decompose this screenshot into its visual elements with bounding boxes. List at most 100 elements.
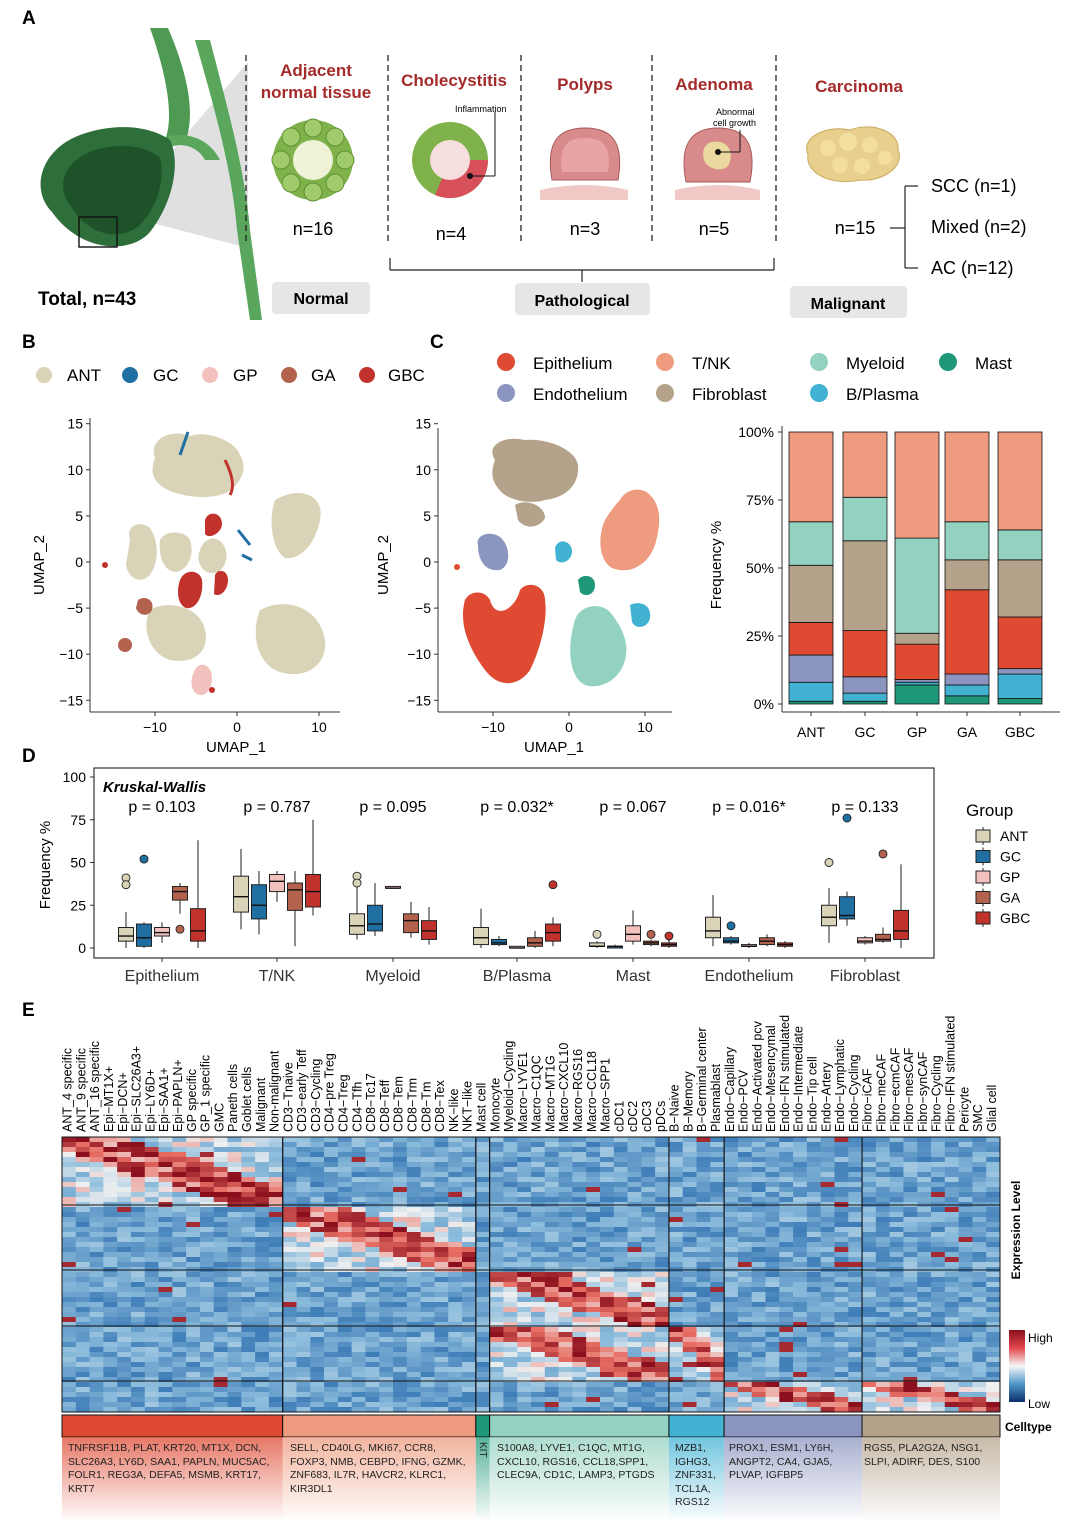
heatmap-cell: [862, 1307, 877, 1313]
heatmap-cell: [765, 1212, 780, 1218]
heatmap-cell: [627, 1287, 642, 1293]
heatmap-cell: [820, 1162, 835, 1168]
heatmap-cell: [379, 1232, 394, 1238]
heatmap-cell: [351, 1187, 366, 1193]
heatmap-cell: [655, 1207, 670, 1213]
heatmap-cell: [172, 1252, 187, 1258]
heatmap-cell: [779, 1367, 794, 1373]
heatmap-cell: [834, 1142, 849, 1148]
heatmap-cell: [75, 1357, 90, 1363]
heatmap-cell: [834, 1247, 849, 1253]
panel-d: D Kruskal-Wallis Frequency % 0255075100E…: [22, 746, 1030, 985]
heatmap-cell: [227, 1227, 242, 1233]
heatmap-cell: [503, 1407, 518, 1413]
heatmap-cell: [130, 1167, 146, 1173]
heatmap-cell: [531, 1237, 546, 1243]
heatmap-cell: [144, 1237, 159, 1243]
heatmap-cell: [710, 1367, 725, 1373]
heatmap-cell: [117, 1282, 132, 1288]
heatmap-cell: [917, 1247, 932, 1253]
heatmap-cell: [889, 1187, 904, 1193]
column-label: pDCs: [654, 1101, 668, 1132]
heatmap-cell: [199, 1382, 215, 1388]
heatmap-cell: [641, 1317, 656, 1323]
heatmap-cell: [186, 1237, 201, 1243]
heatmap-cell: [324, 1192, 339, 1198]
heatmap-cell: [227, 1177, 242, 1183]
umap-b-ylabel: UMAP_2: [31, 535, 48, 595]
heatmap-cell: [862, 1232, 877, 1238]
heatmap-cell: [406, 1282, 421, 1288]
heatmap-cell: [848, 1222, 863, 1228]
normal-tissue-illustration: [271, 118, 355, 202]
heatmap-cell: [158, 1312, 173, 1318]
heatmap-cell: [944, 1287, 959, 1293]
heatmap-cell: [641, 1347, 656, 1353]
heatmap-cell: [89, 1337, 104, 1343]
heatmap-cell: [503, 1392, 518, 1398]
heatmap-cell: [144, 1187, 159, 1193]
heatmap-cell: [875, 1207, 890, 1213]
heatmap-cell: [641, 1277, 656, 1283]
heatmap-cell: [103, 1257, 118, 1263]
heatmap-cell: [931, 1397, 946, 1403]
heatmap-cell: [158, 1387, 173, 1393]
heatmap-cell: [462, 1192, 477, 1198]
heatmap-cell: [958, 1347, 973, 1353]
heatmap-cell: [462, 1287, 477, 1293]
heatmap-cell: [710, 1242, 725, 1248]
bar-segment-mast: [894, 684, 940, 705]
heatmap-cell: [379, 1307, 394, 1313]
heatmap-cell: [130, 1212, 146, 1218]
heatmap-cell: [668, 1252, 684, 1258]
heatmap-cell: [889, 1152, 904, 1158]
heatmap-cell: [903, 1362, 918, 1368]
y-tick-label: 50: [70, 855, 86, 871]
heatmap-cell: [889, 1282, 904, 1288]
heatmap-cell: [255, 1237, 270, 1243]
heatmap-cell: [172, 1312, 187, 1318]
heatmap-cell: [89, 1142, 104, 1148]
gene-list-bplasma: MZB1, IGHG3, ZNF331, TCL1A, RGS12: [675, 1442, 716, 1508]
heatmap-cell: [875, 1402, 890, 1408]
heatmap-cell: [903, 1192, 918, 1198]
heatmap-cell: [779, 1187, 794, 1193]
heatmap-cell: [599, 1377, 615, 1383]
heatmap-cell: [903, 1312, 918, 1318]
heatmap-cell: [475, 1157, 490, 1163]
heatmap-cell: [558, 1407, 573, 1413]
heatmap-cell: [862, 1297, 877, 1303]
heatmap-cell: [393, 1402, 408, 1408]
heatmap-cell: [737, 1387, 753, 1393]
heatmap-cell: [765, 1162, 780, 1168]
heatmap-cell: [696, 1242, 711, 1248]
heatmap-cell: [903, 1397, 918, 1403]
heatmap-cell: [448, 1392, 463, 1398]
heatmap-cell: [599, 1292, 615, 1298]
heatmap-cell: [130, 1397, 146, 1403]
heatmap-cell: [62, 1307, 77, 1313]
heatmap-cell: [710, 1362, 725, 1368]
heatmap-cell: [572, 1262, 587, 1268]
heatmap-cell: [213, 1332, 228, 1338]
heatmap-cell: [641, 1372, 656, 1378]
heatmap-cell: [489, 1342, 504, 1348]
heatmap-cell: [682, 1187, 697, 1193]
heatmap-cell: [75, 1362, 90, 1368]
heatmap-cell: [572, 1182, 587, 1188]
heatmap-cell: [420, 1147, 435, 1153]
heatmap-cell: [365, 1252, 380, 1258]
heatmap-cell: [848, 1187, 863, 1193]
heatmap-cell: [903, 1177, 918, 1183]
heatmap-cell: [531, 1152, 546, 1158]
heatmap-cell: [751, 1307, 766, 1313]
heatmap-cell: [255, 1177, 270, 1183]
heatmap-cell: [365, 1272, 380, 1278]
heatmap-cell: [310, 1207, 325, 1213]
heatmap-cell: [255, 1147, 270, 1153]
heatmap-cell: [310, 1277, 325, 1283]
heatmap-cell: [172, 1237, 187, 1243]
heatmap-cell: [393, 1172, 408, 1178]
heatmap-cell: [958, 1157, 973, 1163]
heatmap-cell: [517, 1347, 532, 1353]
